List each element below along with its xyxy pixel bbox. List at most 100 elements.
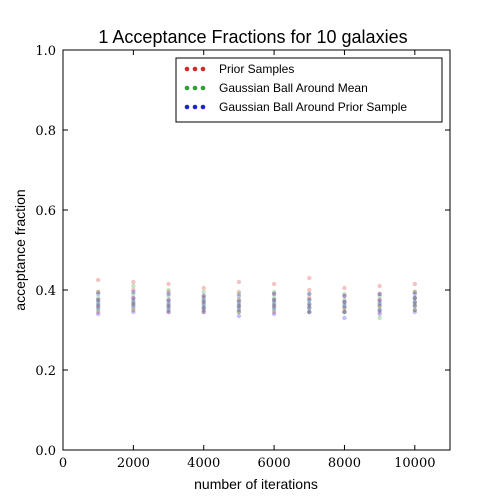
data-point-series-1 — [201, 295, 206, 301]
data-point-series-1 — [131, 305, 136, 311]
data-point-series-1 — [377, 293, 382, 299]
data-point-series-2 — [271, 311, 277, 317]
data-point-series-2 — [271, 301, 277, 307]
data-point-series-0 — [95, 289, 101, 295]
data-point-series-0 — [342, 293, 347, 299]
data-point-series-2 — [377, 291, 382, 297]
data-point-series-2 — [95, 311, 101, 317]
data-point-series-2 — [342, 299, 347, 305]
data-point-series-0 — [377, 283, 382, 289]
chart-title: 1 Acceptance Fractions for 10 galaxies — [98, 27, 407, 47]
data-point-series-2 — [307, 297, 312, 303]
data-point-series-0 — [236, 289, 242, 295]
data-point-series-2 — [342, 309, 347, 315]
data-point-series-0 — [412, 289, 418, 295]
data-point-series-2 — [342, 315, 347, 321]
x-tick-label: 0 — [59, 456, 67, 471]
x-tick-label: 8000 — [328, 456, 361, 471]
data-point-series-1 — [95, 299, 101, 305]
data-point-series-2 — [201, 293, 206, 299]
data-point-series-2 — [95, 291, 101, 297]
data-point-series-0 — [271, 309, 277, 315]
data-point-series-1 — [236, 309, 242, 315]
data-point-series-2 — [166, 301, 171, 307]
legend-marker-series-0 — [192, 66, 198, 72]
legend-marker-series-1 — [192, 85, 198, 91]
data-point-series-0 — [236, 279, 242, 285]
data-point-series-2 — [377, 301, 382, 307]
data-point-series-1 — [377, 315, 382, 321]
data-point-series-0 — [271, 291, 277, 297]
data-point-series-1 — [271, 303, 277, 309]
data-point-series-0 — [131, 307, 136, 313]
data-point-series-2 — [377, 307, 382, 313]
data-point-series-0 — [166, 303, 171, 309]
data-point-series-0 — [131, 295, 136, 301]
data-point-series-0 — [412, 281, 418, 287]
x-axis: 0 2000 4000 6000 8000 10000 — [59, 50, 435, 471]
data-point-series-1 — [166, 307, 171, 313]
data-point-series-2 — [271, 305, 277, 311]
data-point-series-1 — [342, 297, 347, 303]
x-axis-label: number of iterations — [194, 476, 318, 492]
legend-marker-series-1 — [200, 85, 206, 91]
x-tick-label: 6000 — [258, 456, 291, 471]
data-point-series-2 — [412, 309, 418, 315]
data-point-series-0 — [201, 293, 206, 299]
data-point-series-1 — [95, 303, 101, 309]
data-point-series-0 — [201, 309, 206, 315]
legend-marker-series-2 — [200, 104, 206, 110]
data-point-series-1 — [377, 307, 382, 313]
legend-marker-series-0 — [200, 66, 206, 72]
data-point-series-0 — [166, 297, 171, 303]
data-point-series-2 — [271, 297, 277, 303]
data-point-series-2 — [201, 301, 206, 307]
data-point-series-0 — [236, 303, 242, 309]
data-point-series-2 — [201, 297, 206, 303]
data-point-series-1 — [307, 309, 312, 315]
data-point-series-2 — [236, 299, 242, 305]
data-point-series-0 — [201, 299, 206, 305]
y-tick-label: 0.4 — [35, 284, 56, 299]
data-point-series-1 — [271, 299, 277, 305]
x-tick-label: 10000 — [394, 456, 435, 471]
data-point-series-1 — [131, 291, 136, 297]
data-point-series-2 — [131, 289, 136, 295]
data-point-series-0 — [131, 287, 136, 293]
data-point-series-0 — [307, 303, 312, 309]
data-point-series-0 — [342, 299, 347, 305]
legend-label-gaussian-ball-prior-sample: Gaussian Ball Around Prior Sample — [219, 100, 407, 114]
y-axis: 0.0 0.2 0.4 0.6 0.8 1.0 — [35, 44, 450, 459]
data-point-series-0 — [342, 309, 347, 315]
data-point-series-2 — [166, 305, 171, 311]
data-point-series-0 — [412, 307, 418, 313]
data-point-series-1 — [166, 303, 171, 309]
data-point-series-2 — [307, 309, 312, 315]
data-point-series-1 — [95, 289, 101, 295]
data-point-series-1 — [307, 305, 312, 311]
data-point-series-0 — [95, 309, 101, 315]
data-point-series-0 — [166, 309, 171, 315]
data-point-series-2 — [307, 291, 312, 297]
x-tick-label: 4000 — [187, 456, 220, 471]
data-point-series-2 — [342, 303, 347, 309]
data-point-series-1 — [342, 305, 347, 311]
data-point-series-2 — [271, 291, 277, 297]
legend: Prior Samples Gaussian Ball Around Mean … — [175, 57, 443, 123]
y-tick-label: 0.6 — [35, 204, 56, 219]
legend-marker-series-0 — [184, 66, 190, 72]
data-point-series-2 — [412, 299, 418, 305]
data-point-series-1 — [236, 297, 242, 303]
data-point-series-1 — [271, 289, 277, 295]
data-point-series-2 — [131, 309, 136, 315]
data-point-series-0 — [95, 303, 101, 309]
data-point-series-0 — [307, 295, 312, 301]
data-point-series-0 — [342, 285, 347, 291]
legend-marker-series-2 — [192, 104, 198, 110]
data-point-series-0 — [95, 277, 101, 283]
plot-points — [95, 275, 418, 321]
plot-frame — [62, 49, 451, 451]
data-point-series-0 — [307, 275, 312, 281]
data-point-series-0 — [377, 309, 382, 315]
